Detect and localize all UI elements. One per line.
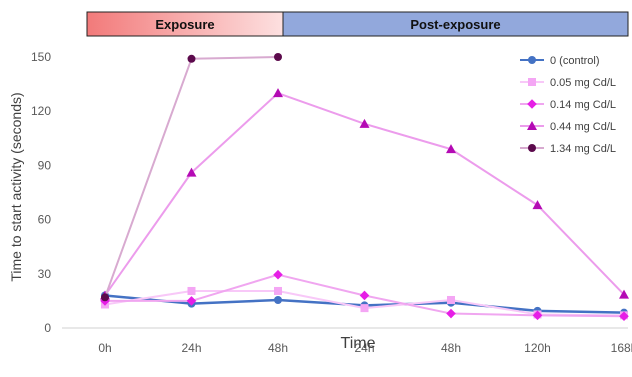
y-tick-label: 150 — [31, 50, 51, 64]
legend-label: 0.44 mg Cd/L — [550, 121, 616, 133]
phase-band-post-exposure — [282, 11, 629, 37]
y-tick-label: 120 — [31, 104, 51, 118]
phase-label-post-exposure: Post-exposure — [410, 17, 500, 32]
data-point — [619, 311, 629, 322]
y-axis-title: Time to start activity (seconds) — [8, 92, 24, 281]
series-layer — [100, 53, 629, 322]
phase-bands: Exposure Post-exposure — [86, 11, 629, 37]
legend-swatch-marker — [528, 144, 536, 152]
data-point — [447, 295, 455, 304]
legend-swatch-marker — [528, 56, 536, 64]
legend-label: 0.14 mg Cd/L — [550, 99, 616, 111]
legend-label: 0 (control) — [550, 55, 600, 67]
x-axis-title: Time — [341, 335, 376, 352]
x-tick-label: 168h — [611, 341, 632, 355]
data-point — [274, 295, 282, 304]
data-point — [274, 286, 282, 295]
data-point — [359, 118, 370, 128]
data-point — [101, 293, 109, 302]
series-line — [104, 56, 279, 298]
legend-swatch-marker — [528, 78, 536, 86]
legend-label: 0.05 mg Cd/L — [550, 77, 616, 89]
data-point — [187, 286, 196, 295]
data-point — [273, 88, 283, 98]
data-point — [360, 304, 369, 313]
data-point — [187, 54, 196, 63]
data-point — [532, 310, 543, 321]
legend-entry: 0.05 mg Cd/L — [520, 77, 616, 89]
legend-entry: 0 (control) — [520, 55, 600, 67]
series-3 — [100, 88, 629, 300]
x-tick-label: 0h — [98, 341, 111, 355]
x-tick-label: 24h — [354, 341, 374, 355]
phase-band-exposure — [86, 11, 284, 37]
legend-swatch-marker — [527, 99, 537, 109]
axes: 0 30 60 90 120 150 0h 24h 48h 24h 48h 120h 168h — [31, 50, 632, 355]
data-point — [186, 296, 197, 306]
data-point — [446, 144, 456, 154]
y-tick-label: 60 — [38, 213, 52, 227]
data-point — [446, 308, 456, 319]
x-tick-label: 48h — [441, 341, 461, 355]
phase-label-exposure: Exposure — [155, 17, 214, 32]
legend-swatch-marker — [527, 121, 537, 130]
x-tick-label: 48h — [268, 341, 288, 355]
legend-entry: 0.44 mg Cd/L — [520, 121, 616, 133]
y-tick-label: 90 — [38, 158, 52, 172]
legend-entry: 1.34 mg Cd/L — [520, 143, 616, 155]
data-point — [532, 200, 543, 210]
x-tick-label: 24h — [181, 341, 201, 355]
y-tick-label: 0 — [44, 321, 51, 335]
data-point — [273, 269, 283, 280]
data-point — [274, 53, 282, 61]
data-point — [359, 290, 370, 301]
legend-label: 1.34 mg Cd/L — [550, 143, 616, 155]
legend: 0 (control) 0.05 mg Cd/L 0.14 mg Cd/L 0.44 … — [520, 55, 616, 155]
data-point — [186, 167, 197, 177]
series-2 — [100, 269, 629, 322]
y-tick-label: 30 — [38, 267, 52, 281]
x-tick-label: 120h — [524, 341, 551, 355]
data-point — [619, 289, 629, 299]
legend-entry: 0.14 mg Cd/L — [520, 99, 616, 111]
series-4 — [101, 53, 282, 302]
